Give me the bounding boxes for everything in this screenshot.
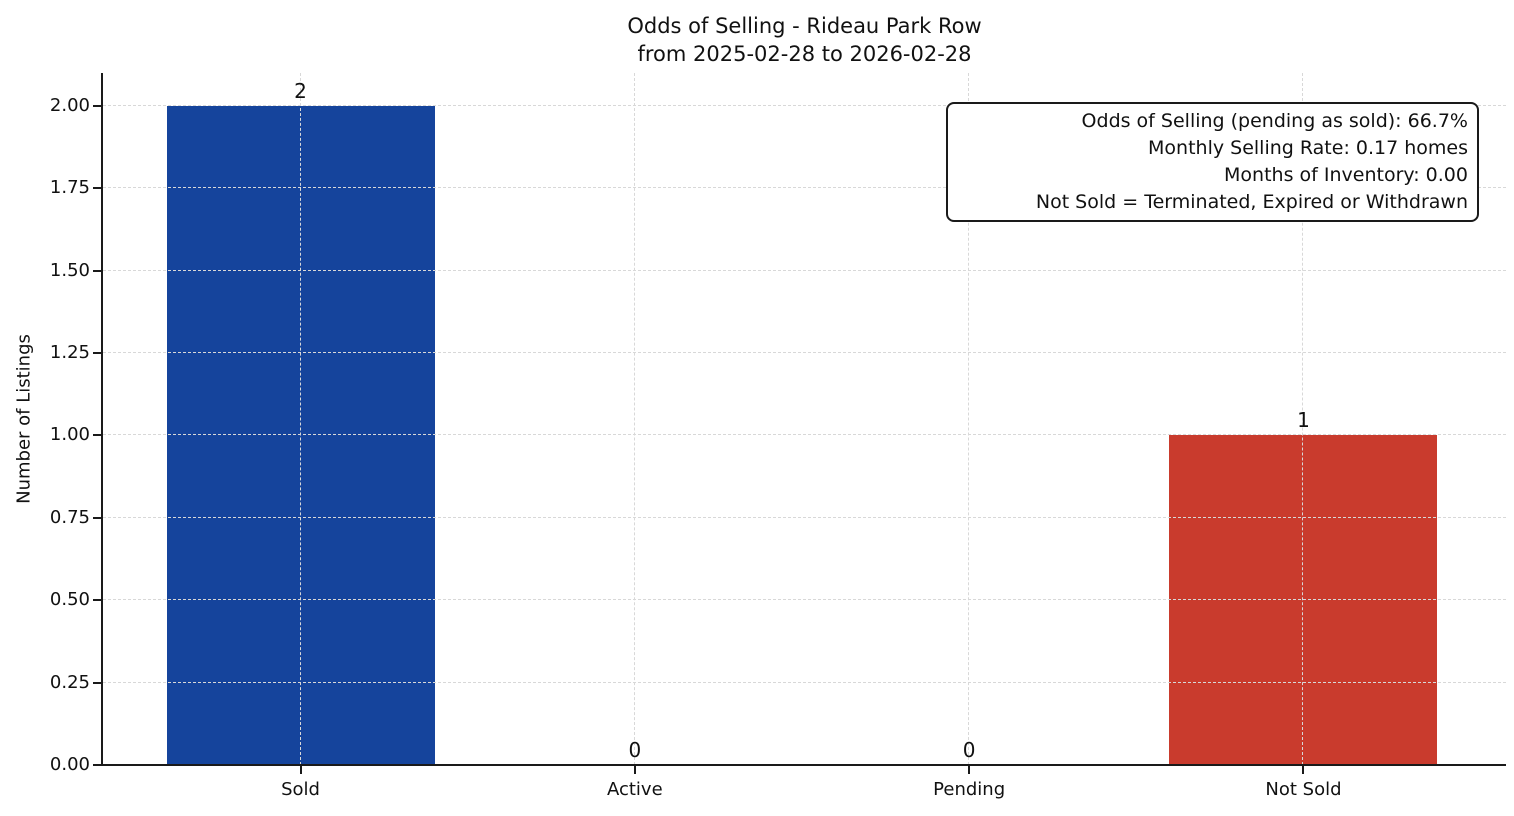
y-tick-label-0.25: 0.25 (49, 671, 90, 693)
h-gridline (103, 269, 1506, 271)
annotation-line-monthly-rate: Monthly Selling Rate: 0.17 homes (1148, 137, 1468, 159)
y-tick-label-1.00: 1.00 (49, 424, 90, 446)
y-tickmark (93, 516, 101, 519)
y-tick-label-0.00: 0.00 (49, 754, 90, 775)
v-gridline (1302, 73, 1304, 765)
y-tickmark (93, 681, 101, 684)
x-tickmark (968, 766, 971, 774)
h-gridline (103, 516, 1506, 518)
h-gridline (103, 599, 1506, 601)
bar-value-label-pending: 0 (962, 738, 976, 762)
y-tickmark (93, 187, 101, 190)
x-tickmark (633, 766, 636, 774)
y-tick-label-2.00: 2.00 (49, 94, 90, 116)
y-tick-label-0.75: 0.75 (49, 506, 90, 528)
h-gridline (103, 681, 1506, 683)
v-gridline (968, 73, 970, 765)
h-gridline (103, 187, 1506, 189)
bar-value-label-active: 0 (628, 738, 642, 762)
y-axis-spine (101, 73, 103, 765)
annotation-line-inventory: Months of Inventory: 0.00 (1224, 164, 1468, 186)
v-gridline (299, 73, 301, 765)
y-tickmark (93, 269, 101, 272)
x-tick-label-active: Active (606, 779, 663, 800)
y-tickmark (93, 764, 101, 766)
y-tickmark (93, 434, 101, 437)
h-gridline (103, 352, 1506, 354)
annotation-line-not-sold-note: Not Sold = Terminated, Expired or Withdr… (1035, 191, 1468, 213)
chart-title-block: Odds of Selling - Rideau Park Row from 2… (103, 12, 1506, 68)
x-tickmark (299, 766, 302, 774)
y-tickmark (93, 104, 101, 107)
annotation-box: Odds of Selling (pending as sold): 66.7%… (946, 102, 1479, 222)
v-gridline (633, 73, 635, 765)
h-gridline (103, 104, 1506, 106)
y-tick-label-0.50: 0.50 (49, 589, 90, 611)
y-tick-label-1.75: 1.75 (49, 177, 90, 199)
x-tick-label-not-sold: Not Sold (1265, 779, 1342, 800)
annotation-line-odds: Odds of Selling (pending as sold): 66.7% (1081, 110, 1468, 132)
chart-title: Odds of Selling - Rideau Park Row (627, 14, 982, 38)
y-tickmark (93, 599, 101, 602)
bar-value-label-sold: 2 (294, 78, 307, 103)
chart-subtitle: from 2025-02-28 to 2026-02-28 (637, 42, 972, 66)
y-tickmark (93, 352, 101, 355)
y-tick-label-1.50: 1.50 (49, 259, 90, 281)
y-tick-label-1.25: 1.25 (49, 342, 90, 364)
bar-value-label-not-sold: 1 (1297, 408, 1310, 433)
x-tick-label-sold: Sold (281, 779, 320, 800)
x-tick-label-pending: Pending (933, 779, 1006, 800)
h-gridline (103, 434, 1506, 436)
x-tickmark (1302, 766, 1305, 774)
x-axis-spine (101, 764, 1506, 766)
